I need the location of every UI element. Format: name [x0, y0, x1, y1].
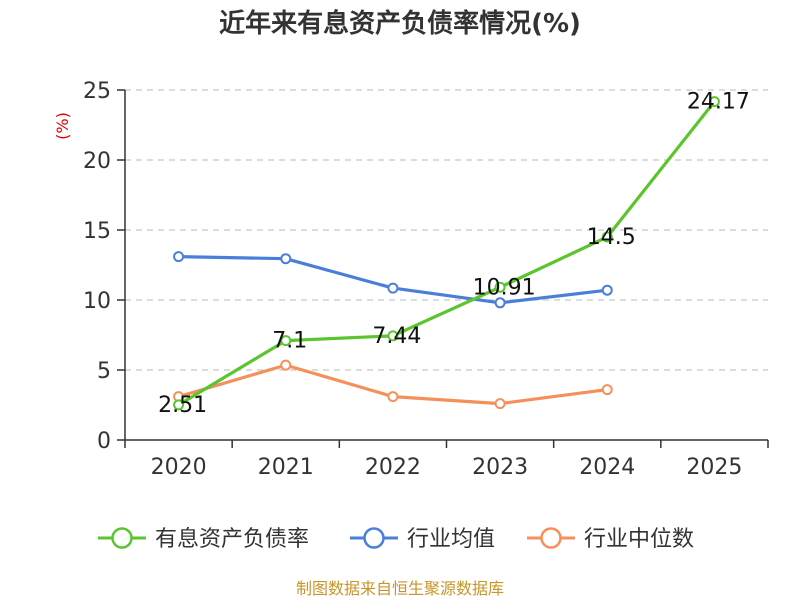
series-0-point-2025 [708, 96, 720, 108]
legend-label-1: 行业均值 [407, 527, 495, 552]
series-1-point-2023 [494, 297, 506, 309]
legend[interactable]: 有息资产负债率 行业均值 行业中位数 [98, 527, 694, 552]
y-axis-label: (%) [53, 112, 72, 140]
series-line-1 [178, 255, 608, 305]
y-tick-label-0: 0 [97, 429, 111, 454]
data-label-2022: 7.44 [372, 324, 421, 349]
source-note: 制图数据来自恒生聚源数据库 [296, 579, 504, 598]
legend-label-2: 行业中位数 [584, 527, 694, 552]
y-tick-label-5: 5 [97, 359, 111, 384]
x-tick-label-2020: 2020 [151, 455, 207, 480]
series-2-point-2022 [387, 391, 399, 403]
series-2-point-2023 [494, 398, 506, 410]
y-tick-label-15: 15 [83, 219, 111, 244]
series-0-point-2022 [387, 330, 399, 342]
series-line-0 [177, 100, 716, 407]
x-tick-label-2025: 2025 [686, 455, 742, 480]
legend-label-0: 有息资产负债率 [155, 527, 309, 552]
data-label-2020: 2.51 [158, 393, 207, 418]
series-2-point-2021 [280, 359, 292, 371]
data-label-2021: 7.1 [272, 329, 307, 354]
y-tick-label-25: 25 [83, 79, 111, 104]
legend-item-0[interactable]: 有息资产负债率 [98, 527, 309, 552]
data-label-2024: 14.5 [587, 225, 636, 250]
series-layer [173, 96, 720, 411]
x-tick-label-2023: 2023 [472, 455, 528, 480]
data-label-2025: 24.17 [687, 90, 750, 115]
y-tick-label-20: 20 [83, 149, 111, 174]
series-1-point-2024 [601, 284, 613, 296]
series-2-point-2024 [601, 384, 613, 396]
x-tick-label-2021: 2021 [258, 455, 314, 480]
legend-marker-0 [111, 527, 133, 549]
x-tick-label-2024: 2024 [579, 455, 635, 480]
data-label-2023: 10.91 [473, 275, 536, 300]
series-0-point-2023 [494, 281, 506, 293]
series-0-point-2020 [173, 399, 185, 411]
legend-item-2[interactable]: 行业中位数 [527, 527, 694, 552]
x-tick-label-2022: 2022 [365, 455, 421, 480]
legend-marker-1 [363, 527, 385, 549]
series-1-point-2021 [280, 253, 292, 265]
chart-title: 近年来有息资产负债率情况(%) [219, 8, 581, 39]
legend-marker-2 [540, 527, 562, 549]
series-0-point-2024 [601, 231, 613, 243]
legend-item-1[interactable]: 行业均值 [350, 527, 495, 552]
series-1-point-2022 [387, 282, 399, 294]
y-tick-label-10: 10 [83, 289, 111, 314]
series-1-point-2020 [173, 251, 185, 263]
gridlines [125, 89, 768, 371]
data-labels: 2.51 7.1 7.44 10.91 14.5 24.17 [158, 90, 750, 418]
series-0-point-2021 [280, 335, 292, 347]
